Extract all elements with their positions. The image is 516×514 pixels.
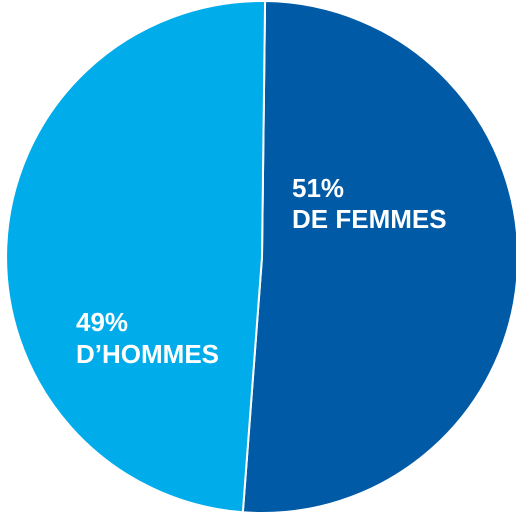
men-category-label: D’HOMMES [76,339,219,369]
men-percent-label: 49% [76,307,128,337]
women-percent-label: 51% [292,173,344,203]
women-category-label: DE FEMMES [292,204,447,234]
pie-slice-men [5,0,267,514]
pie-slice-women [241,0,516,514]
pie-slices [5,0,516,514]
